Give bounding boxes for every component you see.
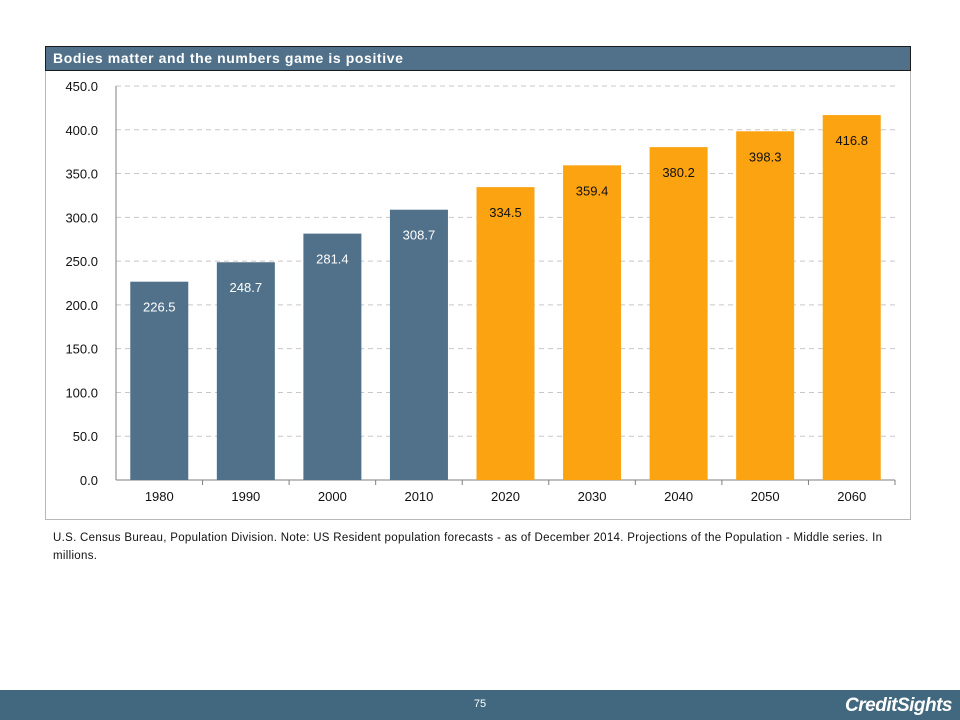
data-label: 248.7 (230, 280, 263, 295)
y-tick-label: 150.0 (65, 342, 98, 357)
data-label: 281.4 (316, 252, 349, 267)
bar (649, 147, 708, 481)
y-tick-label: 350.0 (65, 167, 98, 182)
data-label: 226.5 (143, 300, 176, 315)
bar (822, 115, 881, 480)
x-tick-label: 2030 (578, 489, 607, 504)
chart-panel (45, 46, 911, 520)
bar (476, 187, 535, 481)
bar (389, 209, 448, 480)
bar (216, 262, 275, 480)
data-label: 416.8 (835, 133, 868, 148)
data-label: 380.2 (662, 165, 695, 180)
y-tick-label: 50.0 (73, 429, 98, 444)
y-tick-label: 0.0 (80, 473, 98, 488)
source-note: U.S. Census Bureau, Population Division.… (53, 532, 883, 562)
y-tick-label: 250.0 (65, 254, 98, 269)
y-tick-label: 400.0 (65, 123, 98, 138)
bar (563, 165, 622, 481)
page-number: 75 (473, 698, 487, 710)
x-tick-label: 2050 (751, 489, 780, 504)
data-label: 359.4 (576, 183, 609, 198)
x-tick-label: 2020 (491, 489, 520, 504)
chart-title: Bodies matter and the numbers game is po… (45, 46, 911, 71)
y-tick-label: 200.0 (65, 298, 98, 313)
bar-chart: 0.0 50.0 100.0 150.0 200.0 250.0 300.0 350.0 400… (65, 79, 896, 504)
footer-bar: 75 CreditSights (0, 690, 960, 720)
data-label: 308.7 (403, 228, 436, 243)
data-label: 398.3 (749, 149, 782, 164)
x-tick-label: 1980 (145, 489, 174, 504)
x-tick-label: 2010 (404, 489, 433, 504)
x-tick-label: 1990 (231, 489, 260, 504)
x-tick-label: 2060 (837, 489, 866, 504)
bar (303, 233, 362, 480)
y-tick-label: 450.0 (65, 79, 98, 94)
x-tick-label: 2040 (664, 489, 693, 504)
data-label: 334.5 (489, 205, 522, 220)
creditsights-logo: CreditSights (845, 695, 952, 716)
x-tick-label: 2000 (318, 489, 347, 504)
bar (130, 281, 189, 480)
y-tick-label: 300.0 (65, 210, 98, 225)
bar (736, 131, 795, 480)
y-tick-label: 100.0 (65, 385, 98, 400)
